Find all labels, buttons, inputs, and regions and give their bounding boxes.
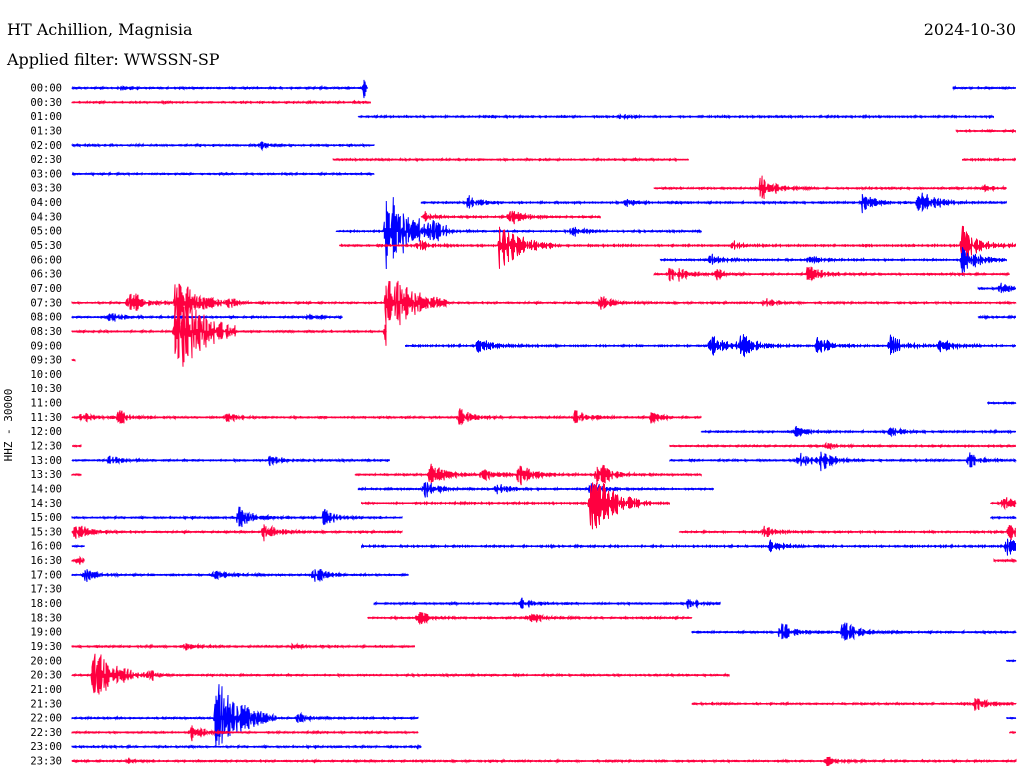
time-tick-label: 08:30: [30, 326, 62, 338]
time-tick-label: 18:00: [30, 598, 62, 610]
time-tick-label: 06:30: [30, 269, 62, 281]
time-tick-label: 12:00: [30, 426, 62, 438]
time-tick-label: 22:00: [30, 713, 62, 725]
time-tick-label: 05:00: [30, 226, 62, 238]
time-tick-label: 15:30: [30, 526, 62, 538]
time-tick-label: 19:30: [30, 641, 62, 653]
time-tick-label: 15:00: [30, 512, 62, 524]
time-tick-label: 21:30: [30, 698, 62, 710]
trace-segment: [361, 538, 1016, 556]
time-tick-label: 00:00: [30, 83, 62, 95]
trace-segment: [71, 298, 387, 367]
trace-segment: [71, 653, 730, 695]
time-tick-label: 09:00: [30, 340, 62, 352]
trace-segment: [71, 408, 702, 426]
trace-segment: [71, 79, 368, 99]
time-tick-label: 04:30: [30, 211, 62, 223]
time-tick-label: 23:00: [30, 741, 62, 753]
time-tick-label: 17:00: [30, 569, 62, 581]
time-tick-label: 11:30: [30, 412, 62, 424]
trace-segment: [71, 524, 403, 542]
time-tick-label: 16:30: [30, 555, 62, 567]
time-tick-label: 17:30: [30, 584, 62, 596]
trace-segment: [71, 280, 1017, 327]
trace-segment: [71, 684, 419, 747]
time-tick-label: 19:00: [30, 627, 62, 639]
trace-segment: [653, 175, 1007, 200]
trace-segment: [357, 482, 714, 498]
time-tick-label: 21:00: [30, 684, 62, 696]
time-tick-label: 16:00: [30, 541, 62, 553]
time-tick-label: 23:30: [30, 756, 62, 768]
time-tick-label: 10:30: [30, 383, 62, 395]
time-tick-label: 10:00: [30, 369, 62, 381]
time-tick-label: 11:00: [30, 398, 62, 410]
time-tick-label: 01:00: [30, 111, 62, 123]
time-tick-label: 13:00: [30, 455, 62, 467]
trace-segment: [691, 622, 1017, 641]
time-tick-label: 13:30: [30, 469, 62, 481]
time-tick-label: 04:00: [30, 197, 62, 209]
time-tick-label: 12:30: [30, 441, 62, 453]
time-tick-label: 02:00: [30, 140, 62, 152]
date-label: 2024-10-30: [923, 20, 1016, 39]
time-tick-label: 07:30: [30, 297, 62, 309]
time-tick-label: 00:30: [30, 97, 62, 109]
time-tick-label: 08:00: [30, 312, 62, 324]
time-tick-label: 22:30: [30, 727, 62, 739]
time-tick-label: 03:00: [30, 168, 62, 180]
time-tick-label: 05:30: [30, 240, 62, 252]
time-tick-label: 01:30: [30, 125, 62, 137]
time-tick-label: 06:00: [30, 254, 62, 266]
time-tick-label: 09:30: [30, 355, 62, 367]
time-tick-label: 20:30: [30, 670, 62, 682]
station-title: HT Achillion, Magnisia: [7, 20, 193, 39]
time-tick-label: 07:00: [30, 283, 62, 295]
time-tick-label: 14:30: [30, 498, 62, 510]
time-tick-label: 18:30: [30, 612, 62, 624]
filter-label: Applied filter: WWSSN-SP: [7, 50, 220, 69]
time-tick-label: 14:00: [30, 483, 62, 495]
trace-segment: [335, 197, 702, 270]
time-tick-label: 03:30: [30, 183, 62, 195]
time-tick-label: 20:00: [30, 655, 62, 667]
trace-segment: [659, 246, 1007, 276]
trace-segment: [669, 451, 1017, 472]
time-tick-label: 02:30: [30, 154, 62, 166]
